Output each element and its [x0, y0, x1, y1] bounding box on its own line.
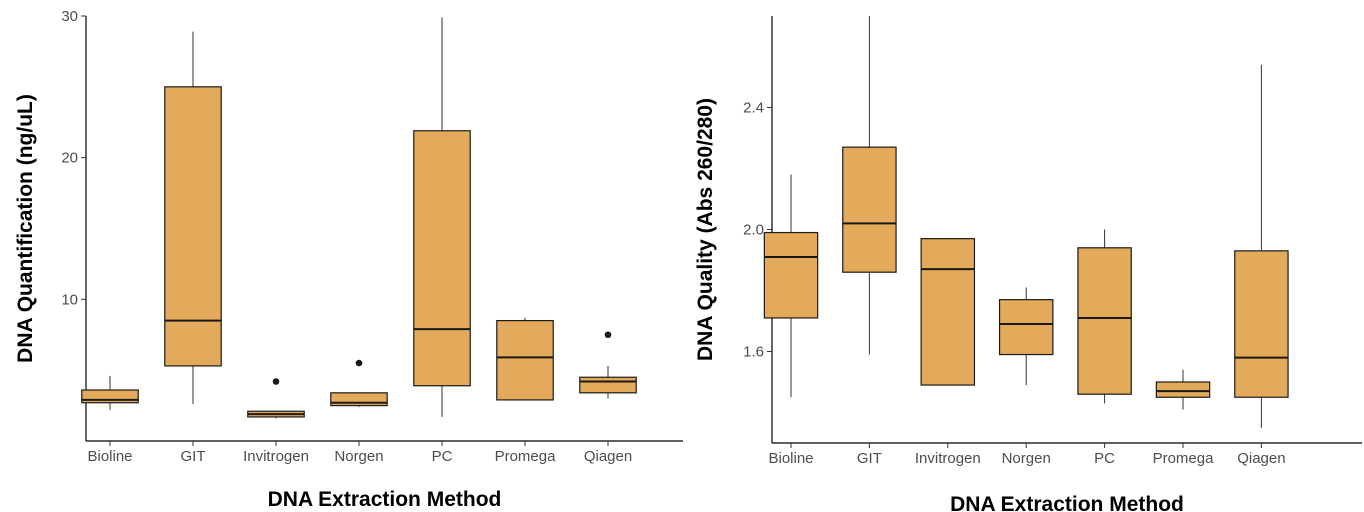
x-tick-label: Bioline	[768, 450, 813, 467]
iqr-box	[998, 299, 1054, 356]
chart-panel-2: 1.6 2.0 2.4 Bioline GIT Invitrogen Norgen PC Pro…	[694, 16, 1362, 512]
box-bioline	[763, 174, 819, 398]
iqr-box	[763, 231, 819, 319]
iqr-box	[1077, 247, 1132, 395]
y-axis-title: DNA Quantification (ng/uL)	[14, 94, 37, 363]
outlier-point	[604, 331, 612, 339]
box-promega	[496, 317, 554, 401]
x-tick-label: Promega	[495, 448, 557, 465]
box-git	[842, 16, 897, 355]
box-git	[164, 31, 222, 405]
outlier-point	[355, 359, 363, 367]
x-tick-label: GIT	[857, 450, 882, 467]
y-tick-label: 2.0	[743, 222, 764, 239]
box-pc	[413, 17, 471, 417]
iqr-box	[413, 130, 471, 387]
y-tick-label: 2.4	[743, 100, 764, 117]
box-norgen	[330, 359, 388, 407]
box-invitrogen	[247, 378, 305, 419]
iqr-box	[579, 376, 637, 394]
iqr-box	[164, 86, 222, 367]
x-tick-label: PC	[432, 448, 453, 465]
y-tick-label: 1.6	[743, 344, 764, 361]
x-tick-label: Qiagen	[584, 448, 632, 465]
iqr-box	[496, 319, 554, 401]
y-tick-label: 30	[61, 8, 78, 25]
box-pc	[1077, 229, 1132, 404]
outlier-point	[272, 378, 280, 385]
box-norgen	[998, 287, 1054, 386]
box-invitrogen	[920, 238, 976, 386]
y-tick-label: 20	[61, 150, 78, 167]
box-bioline	[81, 375, 139, 410]
y-axis-title: DNA Quality (Abs 260/280)	[694, 98, 717, 361]
x-tick-label: Norgen	[334, 448, 383, 465]
x-tick-label: Norgen	[1002, 450, 1051, 467]
x-tick-label: Invitrogen	[915, 450, 981, 467]
iqr-box	[920, 238, 976, 386]
iqr-box	[1155, 381, 1211, 398]
chart-panel-1: 10 20 30 Bioline GIT Invitrogen Norgen PC Promeg…	[14, 8, 683, 511]
iqr-box	[1234, 250, 1289, 398]
x-tick-label: Invitrogen	[243, 448, 309, 465]
box-qiagen	[1234, 64, 1289, 428]
x-axis-title: DNA Extraction Method	[268, 488, 502, 511]
x-axis-title: DNA Extraction Method	[950, 493, 1184, 512]
x-tick-label: PC	[1094, 450, 1115, 467]
x-tick-label: Bioline	[87, 448, 132, 465]
y-tick-label: 10	[61, 291, 78, 308]
x-tick-label: Promega	[1153, 450, 1215, 467]
box-qiagen	[579, 331, 637, 399]
iqr-box	[842, 146, 897, 273]
box-promega	[1155, 369, 1211, 410]
x-tick-label: GIT	[181, 448, 206, 465]
x-tick-label: Qiagen	[1237, 450, 1285, 467]
